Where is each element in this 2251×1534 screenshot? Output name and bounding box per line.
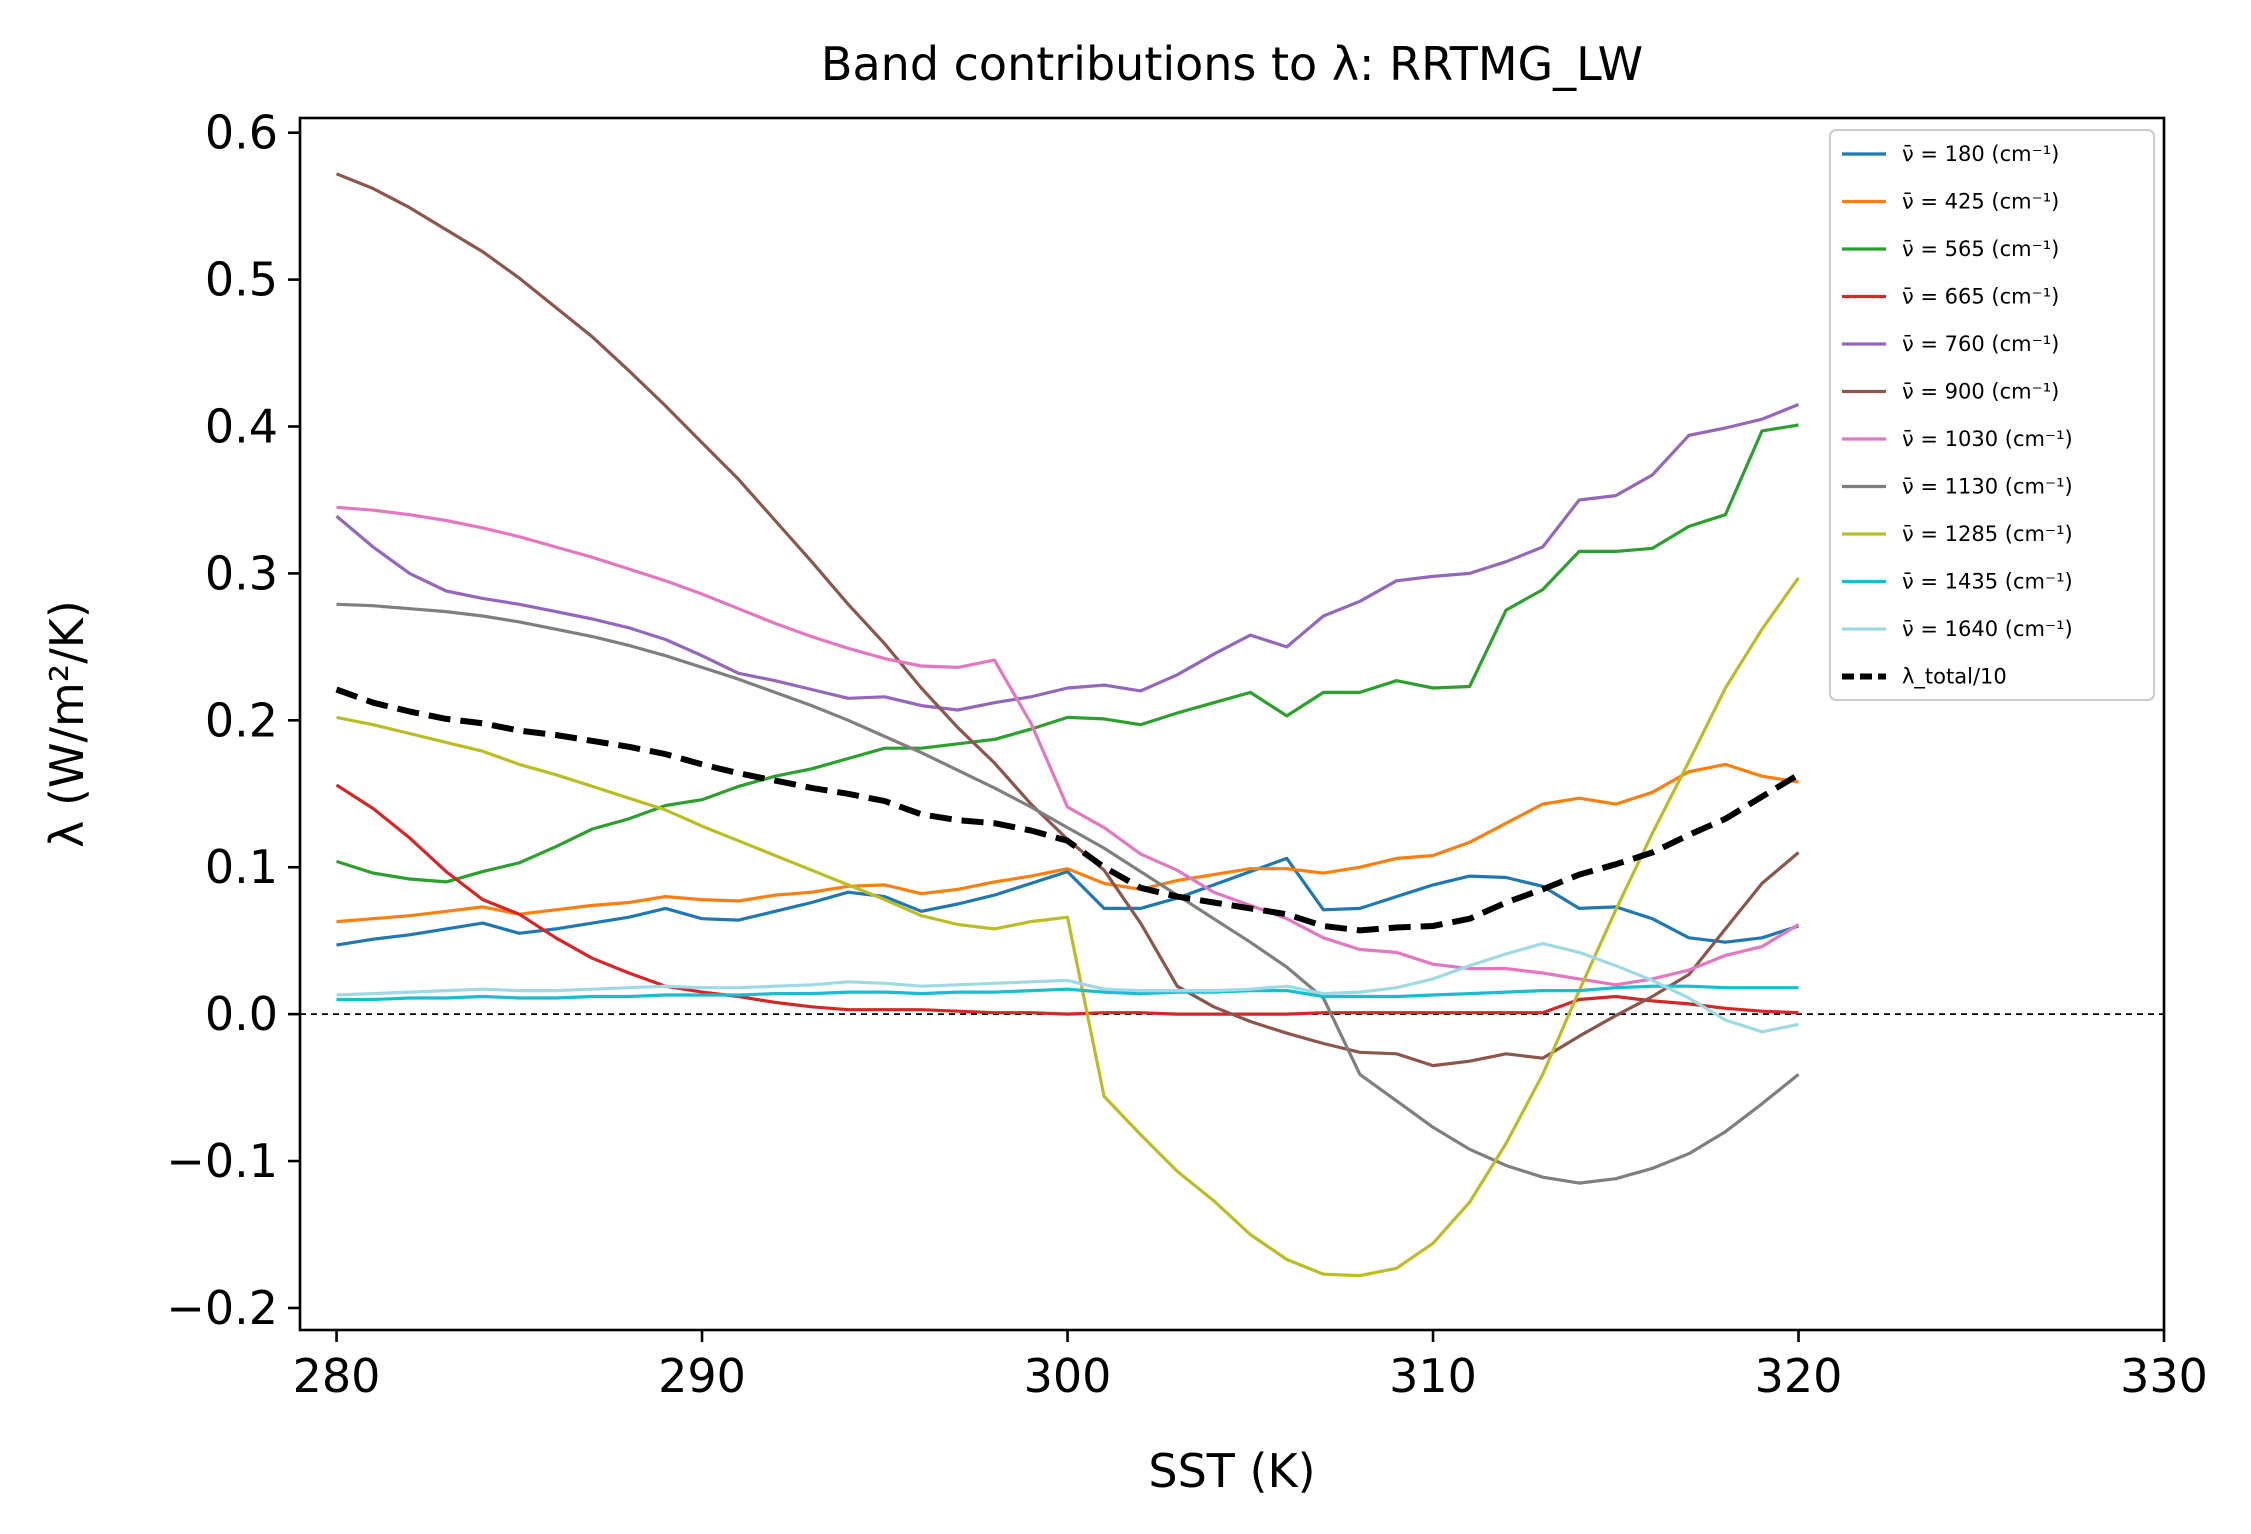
legend-label-4: ν̄ = 760 (cm⁻¹) [1902,332,2059,356]
legend-frame [1829,129,2155,701]
x-axis-ticks: 280 290 300 310 320 330 [293,1330,2208,1403]
legend-label-8: ν̄ = 1285 (cm⁻¹) [1902,522,2073,546]
legend-label-10: ν̄ = 1640 (cm⁻¹) [1902,617,2073,641]
y-axis-label: λ (W/m²/K) [40,600,94,848]
series-line-0 [336,856,1799,947]
series-line-8 [336,576,1800,1278]
series-line-11 [335,686,1801,934]
y-tick-label: −0.2 [166,1281,278,1335]
series-line-2 [336,423,1799,884]
legend-label-0: ν̄ = 180 (cm⁻¹) [1902,142,2059,166]
plot-frame [298,116,2166,1332]
legend-items: ν̄ = 180 (cm⁻¹) ν̄ = 425 (cm⁻¹) ν̄ = 565 (… [1842,142,2073,690]
legend-label-2: ν̄ = 565 (cm⁻¹) [1902,237,2059,261]
series-line-9 [336,984,1799,1002]
legend-label-5: ν̄ = 900 (cm⁻¹) [1902,380,2059,404]
y-tick-label: 0.4 [205,400,278,454]
x-tick-label: 280 [293,1349,381,1403]
y-tick-label: 0.0 [205,987,278,1041]
x-tick-label: 310 [1389,1349,1477,1403]
series-line-10 [336,941,1799,1034]
y-tick-label: 0.3 [205,546,278,600]
x-tick-label: 290 [658,1349,746,1403]
legend-label-1: ν̄ = 425 (cm⁻¹) [1902,190,2059,214]
x-axis-label: SST (K) [1148,1444,1315,1498]
series-line-4 [335,403,1800,712]
series-line-6 [336,505,1800,987]
y-tick-label: 0.5 [205,253,278,307]
x-tick-label: 300 [1024,1349,1112,1403]
legend: ν̄ = 180 (cm⁻¹) ν̄ = 425 (cm⁻¹) ν̄ = 565 (… [1829,129,2155,701]
legend-label-7: ν̄ = 1130 (cm⁻¹) [1902,475,2073,499]
series-line-3 [335,783,1799,1016]
y-tick-label: −0.1 [166,1134,278,1188]
series-line-1 [336,762,1799,924]
legend-label-3: ν̄ = 665 (cm⁻¹) [1902,285,2059,309]
y-tick-label: 0.6 [205,106,278,160]
legend-label-11: λ_total/10 [1902,665,2007,690]
chart-title: Band contributions to λ: RRTMG_LW [821,37,1643,91]
series-lines [335,172,1801,1278]
x-tick-label: 330 [2120,1349,2208,1403]
y-axis-ticks: −0.2 −0.1 0.0 0.1 0.2 0.3 0.4 0.5 0.6 [166,106,300,1335]
plot-area [300,172,2164,1278]
x-tick-label: 320 [1755,1349,1843,1403]
series-line-7 [336,602,1800,1185]
series-line-5 [335,172,1800,1068]
legend-label-9: ν̄ = 1435 (cm⁻¹) [1902,570,2073,594]
y-tick-label: 0.2 [205,693,278,747]
legend-label-6: ν̄ = 1030 (cm⁻¹) [1902,427,2073,451]
y-tick-label: 0.1 [205,840,278,894]
